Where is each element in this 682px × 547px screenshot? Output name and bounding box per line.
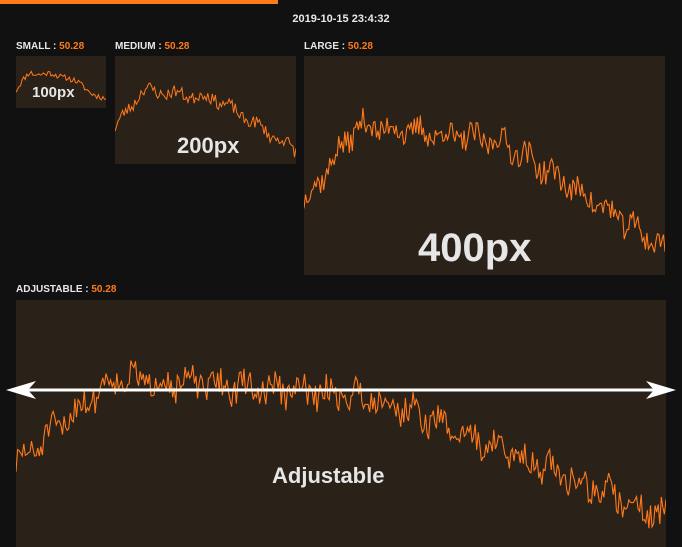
resize-arrow-icon bbox=[6, 381, 676, 399]
sparkline-fill bbox=[115, 83, 296, 164]
medium-label-name: MEDIUM bbox=[115, 41, 156, 52]
medium-label: MEDIUM : 50.28 bbox=[115, 41, 190, 52]
small-label-value: 50.28 bbox=[59, 41, 85, 52]
large-label: LARGE : 50.28 bbox=[304, 41, 373, 52]
small-label-name: SMALL bbox=[16, 41, 51, 52]
large-chart-panel[interactable]: 400px bbox=[304, 56, 665, 275]
top-accent-bar bbox=[0, 0, 278, 4]
adjustable-sparkline bbox=[16, 360, 666, 547]
adjustable-label: ADJUSTABLE : 50.28 bbox=[16, 284, 117, 295]
large-label-name: LARGE bbox=[304, 41, 339, 52]
timestamp: 2019-10-15 23:4:32 bbox=[292, 13, 390, 25]
sparkline-line bbox=[115, 82, 296, 158]
adjustable-label-name: ADJUSTABLE bbox=[16, 284, 83, 295]
sparkline-line bbox=[304, 108, 665, 253]
large-sparkline bbox=[304, 108, 665, 275]
adjustable-chart-panel[interactable]: Adjustable bbox=[16, 300, 666, 547]
medium-sparkline bbox=[115, 82, 296, 164]
sparkline-fill bbox=[16, 71, 106, 108]
large-label-value: 50.28 bbox=[347, 41, 373, 52]
sparkline-fill bbox=[304, 108, 665, 275]
small-label: SMALL : 50.28 bbox=[16, 41, 85, 52]
medium-label-value: 50.28 bbox=[164, 41, 190, 52]
sparkline-fill bbox=[16, 360, 666, 547]
small-sparkline bbox=[16, 70, 106, 108]
medium-chart-panel[interactable]: 200px bbox=[115, 56, 296, 164]
sparkline-line bbox=[16, 70, 106, 101]
small-chart-panel[interactable]: 100px bbox=[16, 56, 106, 108]
adjustable-label-value: 50.28 bbox=[91, 284, 117, 295]
